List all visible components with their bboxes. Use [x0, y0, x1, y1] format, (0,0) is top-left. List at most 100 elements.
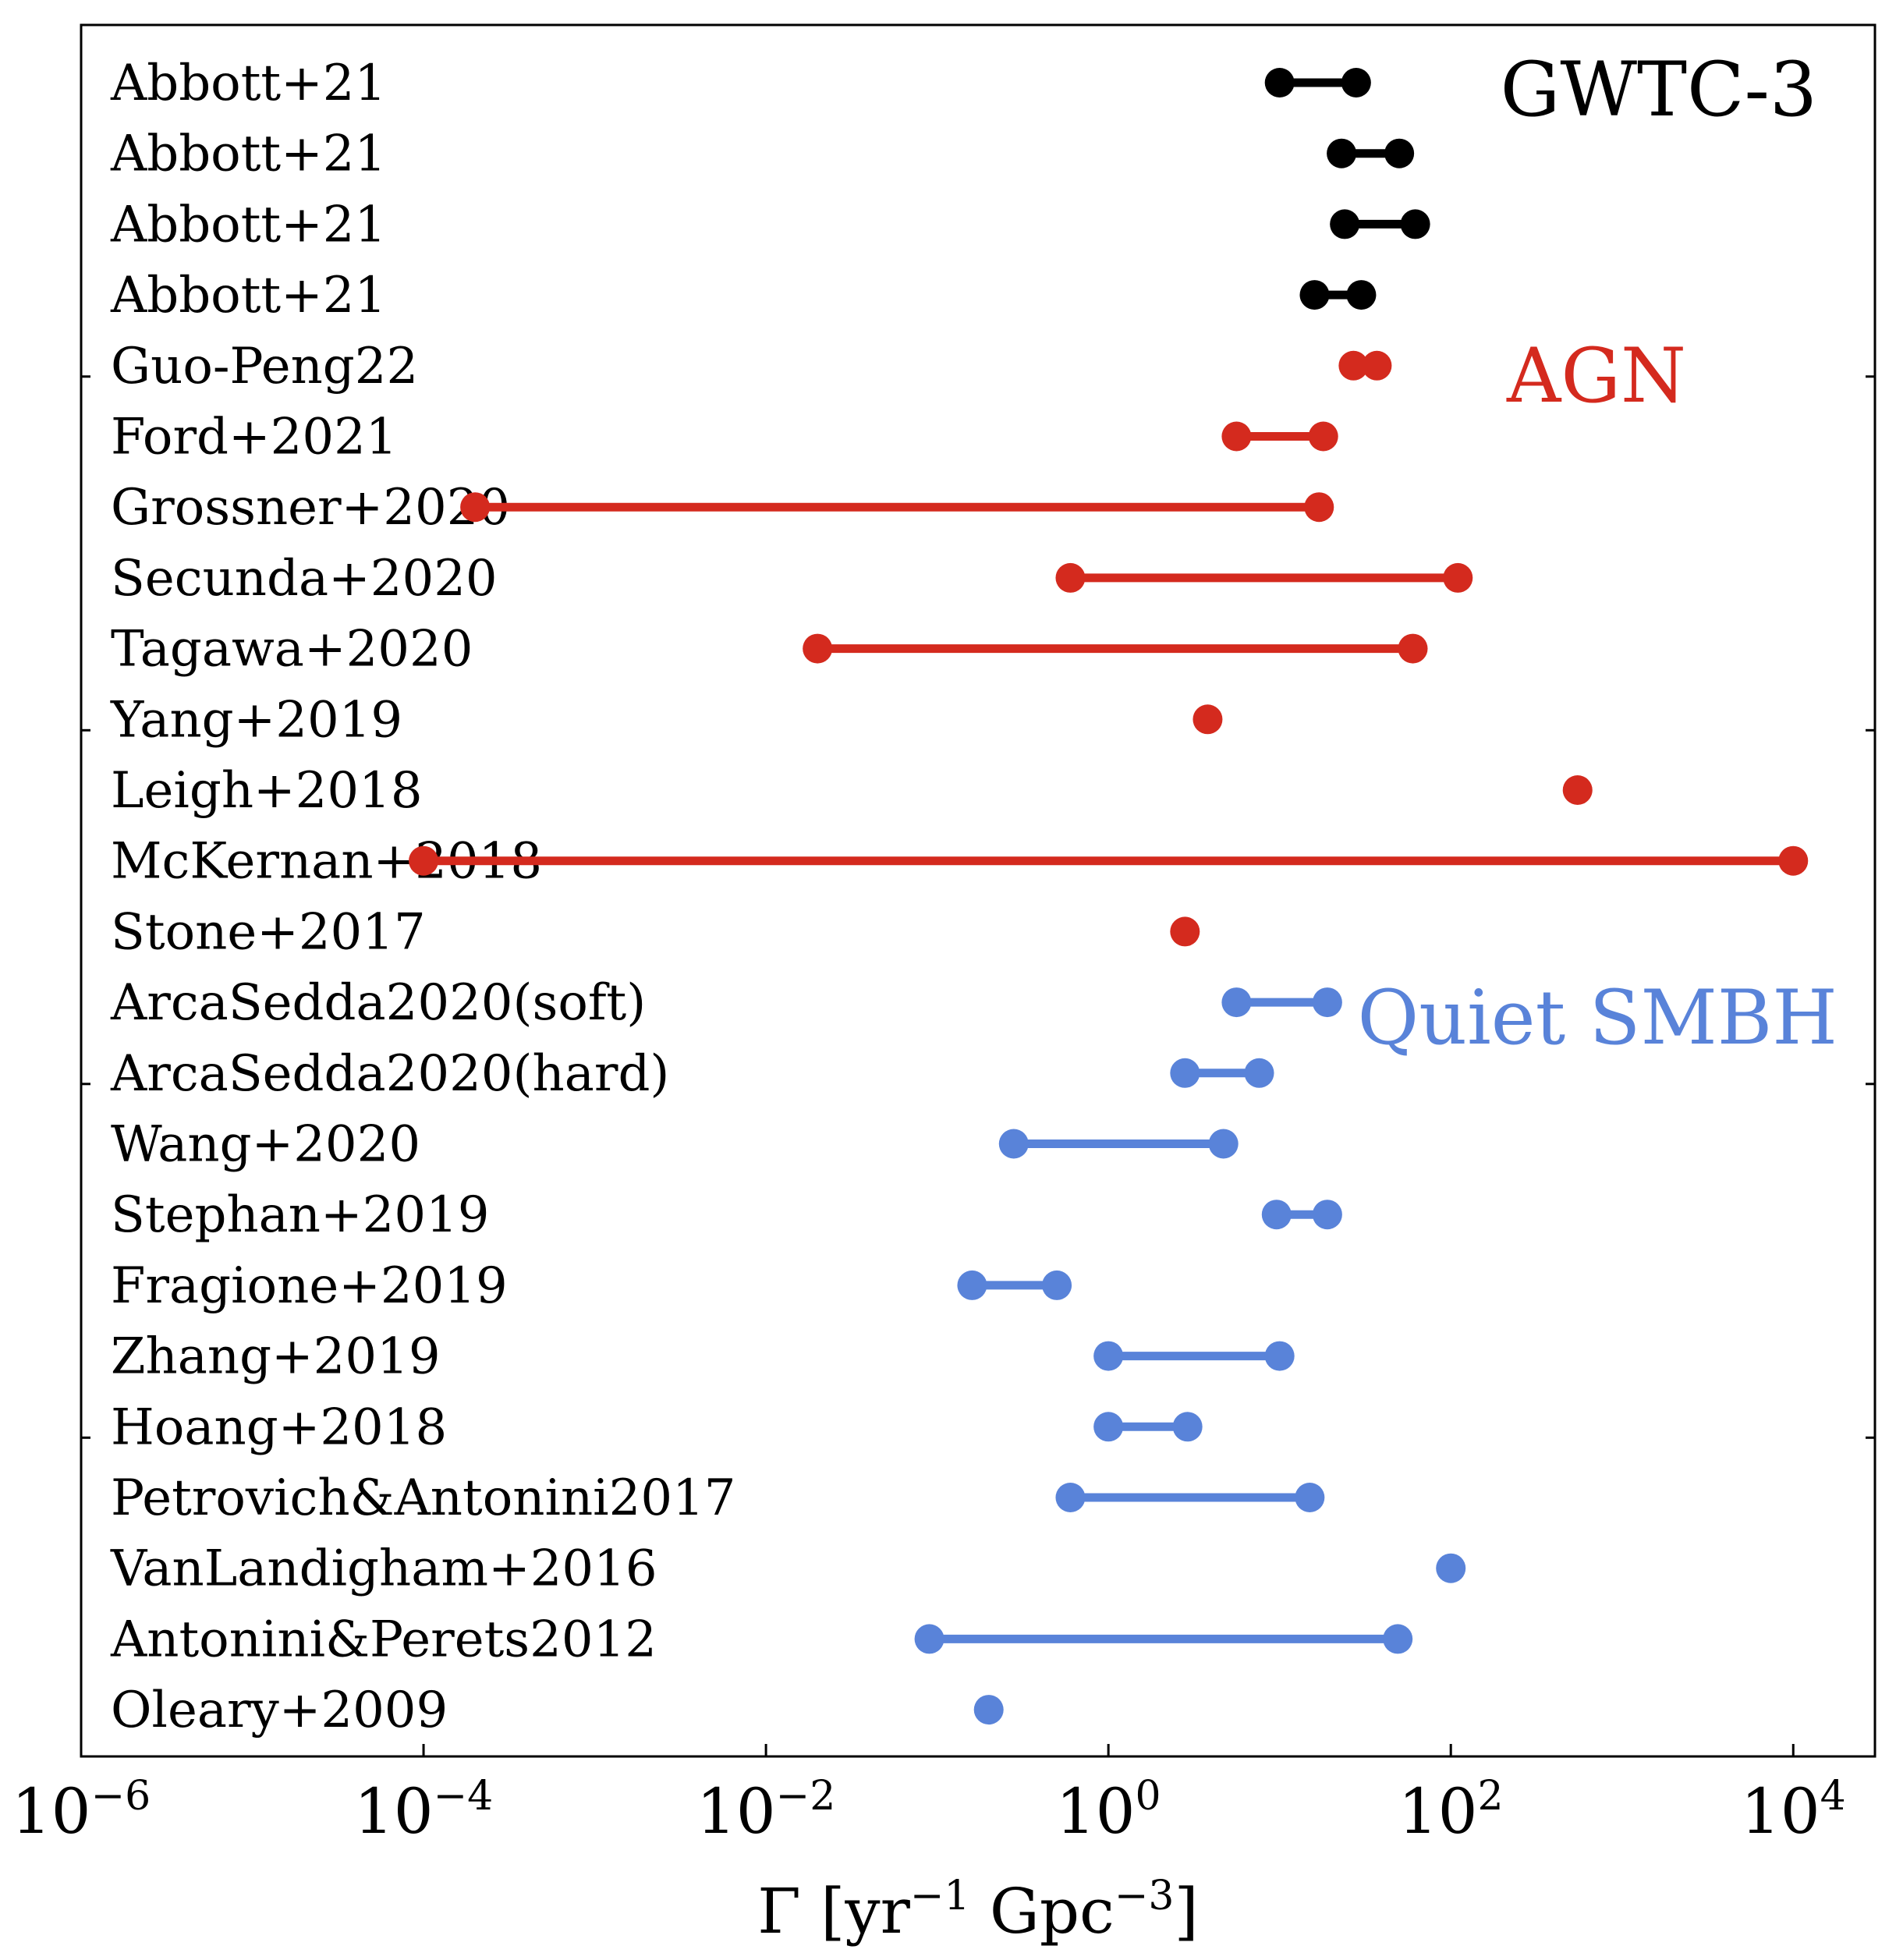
row-label: Petrovich&Antonini2017 — [111, 1469, 736, 1527]
data-row: Abbott+21 — [110, 267, 1377, 324]
point-marker — [973, 1695, 1004, 1725]
data-row: Wang+2020 — [111, 1116, 1239, 1174]
right-axis-ticks — [1866, 375, 1875, 1439]
row-label: Stephan+2019 — [111, 1186, 490, 1244]
row-label: ArcaSedda2020(hard) — [110, 1045, 669, 1103]
range-low-marker — [1055, 1483, 1086, 1512]
row-label: Stone+2017 — [111, 903, 426, 961]
data-row: Hoang+2018 — [111, 1398, 1203, 1456]
range-high-marker — [1398, 633, 1428, 664]
row-label: Fragione+2019 — [111, 1257, 508, 1315]
row-label: Hoang+2018 — [111, 1398, 447, 1456]
data-row: Ford+2021 — [111, 409, 1338, 466]
range-high-marker — [1346, 280, 1377, 310]
point-marker — [1562, 775, 1593, 805]
row-label: Ford+2021 — [111, 409, 398, 466]
data-row: Stone+2017 — [111, 903, 1200, 961]
x-tick-label: 100 — [1056, 1773, 1161, 1848]
range-high-marker — [1384, 138, 1415, 168]
row-label: Abbott+21 — [110, 55, 386, 112]
range-high-marker — [1042, 1270, 1072, 1300]
data-row: Guo-Peng22 — [111, 338, 1392, 395]
row-label: Abbott+21 — [110, 126, 386, 183]
range-high-marker — [1244, 1058, 1274, 1088]
group-label: AGN — [1506, 332, 1686, 420]
row-label: Abbott+21 — [110, 267, 386, 324]
row-label: VanLandigham+2016 — [110, 1540, 657, 1598]
x-tick-label: 10−4 — [354, 1773, 493, 1848]
data-row: Yang+2019 — [110, 691, 1223, 749]
x-tick-label: 104 — [1741, 1773, 1846, 1848]
row-label: Yang+2019 — [110, 691, 402, 749]
data-row: Zhang+2019 — [111, 1328, 1295, 1386]
range-low-marker — [914, 1624, 944, 1654]
range-high-marker — [1362, 350, 1392, 381]
x-tick-label: 10−2 — [696, 1773, 835, 1848]
range-low-marker — [1170, 1058, 1200, 1088]
data-row: ArcaSedda2020(soft) — [110, 974, 1342, 1032]
range-low-marker — [957, 1270, 987, 1300]
data-row: Antonini&Perets2012 — [110, 1611, 1413, 1668]
range-low-marker — [998, 1129, 1029, 1159]
range-low-marker — [1338, 350, 1369, 381]
range-high-marker — [1264, 1341, 1295, 1371]
row-label: Oleary+2009 — [111, 1682, 448, 1739]
range-low-marker — [1221, 987, 1252, 1018]
range-low-marker — [1055, 562, 1086, 593]
group-label: GWTC-3 — [1501, 46, 1817, 133]
data-row: VanLandigham+2016 — [110, 1540, 1466, 1598]
range-high-marker — [1778, 845, 1809, 876]
range-low-marker — [409, 845, 439, 876]
data-row: Stephan+2019 — [111, 1186, 1342, 1244]
range-low-marker — [1093, 1341, 1124, 1371]
range-high-marker — [1295, 1483, 1325, 1512]
point-marker — [1193, 704, 1223, 735]
range-high-marker — [1308, 421, 1338, 452]
group-labels: GWTC-3 AGN Quiet SMBH — [1358, 46, 1838, 1062]
x-axis-label: Γ [yr−1 Gpc−3] — [757, 1873, 1198, 1948]
data-row: Oleary+2009 — [111, 1682, 1004, 1739]
row-label: Leigh+2018 — [111, 762, 423, 820]
point-marker — [1436, 1553, 1466, 1583]
x-tick-label: 10−6 — [12, 1773, 151, 1848]
range-low-marker — [1093, 1412, 1124, 1442]
data-row: Petrovich&Antonini2017 — [111, 1469, 1325, 1527]
data-row: Grossner+2020 — [111, 479, 1334, 537]
range-high-marker — [1443, 562, 1473, 593]
range-high-marker — [1172, 1412, 1203, 1442]
range-low-marker — [460, 492, 491, 523]
data-row: Fragione+2019 — [111, 1257, 1072, 1315]
row-label: Antonini&Perets2012 — [110, 1611, 657, 1668]
range-high-marker — [1304, 492, 1334, 523]
data-row: Abbott+21 — [110, 196, 1430, 253]
range-high-marker — [1400, 209, 1430, 239]
range-low-marker — [1327, 138, 1357, 168]
left-axis-ticks — [81, 375, 90, 1439]
row-label: Abbott+21 — [110, 196, 386, 253]
row-label: Guo-Peng22 — [111, 338, 418, 395]
group-label: Quiet SMBH — [1358, 974, 1838, 1062]
plot-frame — [80, 23, 1877, 1758]
range-high-marker — [1341, 68, 1371, 97]
point-marker — [1170, 916, 1200, 947]
data-row: Tagawa+2020 — [111, 621, 1428, 679]
row-label: Tagawa+2020 — [111, 621, 473, 679]
range-high-marker — [1208, 1129, 1239, 1159]
row-label: Wang+2020 — [111, 1116, 420, 1174]
data-rows: Abbott+21 Abbott+21 Abbott+21 Abbott+21 Guo-… — [110, 55, 1809, 1739]
row-label: Zhang+2019 — [111, 1328, 441, 1386]
data-row: Abbott+21 — [110, 55, 1371, 112]
range-low-marker — [803, 633, 833, 664]
range-high-marker — [1312, 987, 1342, 1018]
x-axis-ticks: 10−6 10−4 10−2 100 102 104 — [12, 1744, 1846, 1848]
range-high-marker — [1383, 1624, 1413, 1654]
x-tick-label: 102 — [1398, 1773, 1504, 1848]
range-low-marker — [1330, 209, 1360, 239]
data-row: Leigh+2018 — [111, 762, 1593, 820]
range-high-marker — [1312, 1200, 1342, 1230]
range-low-marker — [1264, 68, 1295, 97]
range-low-marker — [1299, 280, 1330, 310]
row-label: ArcaSedda2020(soft) — [110, 974, 646, 1032]
data-row: McKernan+2018 — [111, 833, 1809, 891]
